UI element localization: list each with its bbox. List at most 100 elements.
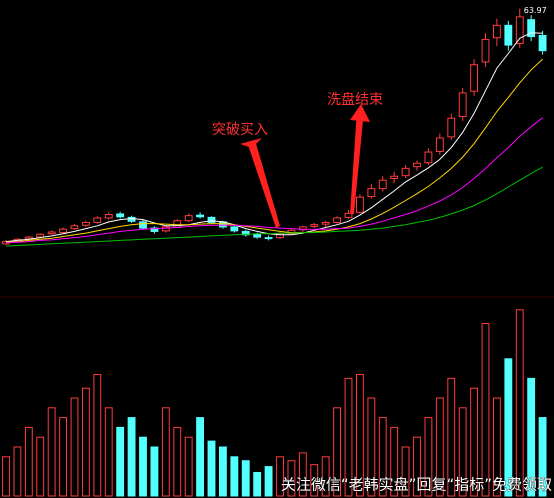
volume-bar — [390, 426, 399, 497]
volume-bar — [276, 456, 284, 497]
candle-body — [139, 221, 147, 229]
volume-bar — [150, 446, 159, 497]
candle-body — [36, 233, 45, 238]
volume-bar — [538, 417, 547, 497]
candle-body — [81, 221, 90, 226]
volume-bar — [321, 456, 330, 497]
volume-bar — [24, 426, 33, 497]
marks — [2, 8, 547, 497]
volume-bar — [127, 417, 136, 497]
volume-bar — [287, 460, 296, 497]
arrow-head — [240, 138, 262, 148]
candle-body — [538, 34, 547, 52]
volume-bar — [367, 397, 376, 497]
volume-bar — [435, 397, 444, 497]
volume-bar — [93, 373, 102, 497]
volume-bar — [230, 456, 239, 497]
arrow — [350, 110, 364, 214]
volume-bar — [458, 407, 467, 497]
candle-body — [70, 225, 79, 230]
watermark: 关注微信“老韩实盘”回复“指标”免费领取 — [281, 476, 552, 494]
candle-body — [47, 231, 56, 235]
high-label: 63.97 — [524, 6, 547, 15]
candle-body — [310, 224, 319, 227]
volume-bar — [139, 436, 147, 497]
arrow-head — [350, 104, 370, 122]
annotation: 洗盘结束 — [327, 91, 383, 108]
volume-bar — [2, 456, 10, 497]
volume-bar — [424, 417, 433, 497]
candle-body — [207, 216, 216, 223]
ma-line — [5, 32, 543, 243]
candle-body — [355, 196, 364, 213]
candle-body — [321, 221, 330, 225]
candle-body — [276, 233, 284, 239]
volume-bar — [355, 373, 364, 497]
candle-body — [424, 151, 433, 164]
candle-body — [59, 228, 68, 234]
ma-line — [5, 58, 543, 243]
candle-body — [481, 38, 490, 63]
ma-line — [5, 166, 543, 247]
candle-body — [116, 213, 125, 218]
volume-bar — [161, 407, 170, 497]
ma-line — [5, 117, 543, 244]
candle-body — [344, 212, 353, 218]
volume-bar — [447, 377, 456, 497]
volume-bar — [481, 323, 490, 497]
volume-bar — [470, 387, 479, 497]
volume-bar — [36, 436, 45, 497]
volume-bar — [241, 460, 250, 497]
annotation: 突破买入 — [212, 122, 268, 138]
volume-bar — [59, 417, 68, 497]
candle-body — [504, 24, 513, 46]
volume-bar — [81, 387, 90, 497]
volume-bar — [70, 397, 79, 497]
volume-bar — [504, 358, 513, 497]
candle-body — [401, 167, 410, 177]
volume-bar — [253, 471, 262, 497]
candle-body — [253, 233, 262, 238]
volume-bar — [184, 436, 193, 497]
volume-bar — [47, 407, 56, 497]
candle-body — [230, 226, 239, 232]
volume-bar — [196, 417, 205, 497]
volume-bar — [218, 446, 227, 497]
volume-bar — [310, 464, 319, 497]
candle-body — [515, 16, 524, 44]
volume-bar — [173, 426, 182, 497]
volume-bar — [116, 426, 125, 497]
volume-bar — [13, 446, 22, 497]
candle-body — [378, 179, 387, 190]
volume-bar — [264, 466, 273, 497]
candle-body — [458, 92, 467, 118]
volume-bar — [492, 397, 501, 497]
arrow — [247, 140, 280, 228]
candle-body — [264, 237, 273, 240]
candle-body — [298, 226, 307, 231]
candle-body — [390, 175, 399, 180]
volume-bar — [527, 377, 536, 497]
candle-body — [333, 217, 342, 223]
volume-bar — [515, 309, 524, 497]
candle-body — [196, 214, 205, 218]
candle-body — [447, 117, 456, 138]
volume-bar — [333, 407, 342, 497]
volume-bar — [344, 377, 353, 497]
candle-body — [184, 215, 193, 222]
candle-body — [161, 226, 170, 232]
candle-body — [24, 236, 33, 240]
candle-body — [104, 214, 113, 219]
volume-bar — [298, 452, 307, 497]
volume-bar — [401, 446, 410, 497]
volume-bar — [413, 436, 421, 497]
candle-body — [367, 188, 376, 198]
candle-body — [127, 216, 136, 222]
candle-body — [470, 64, 479, 92]
volume-bar — [378, 417, 387, 497]
candle-body — [435, 137, 444, 152]
volume-bar — [207, 440, 216, 497]
volume-bar — [104, 407, 113, 497]
candle-body — [527, 19, 536, 38]
